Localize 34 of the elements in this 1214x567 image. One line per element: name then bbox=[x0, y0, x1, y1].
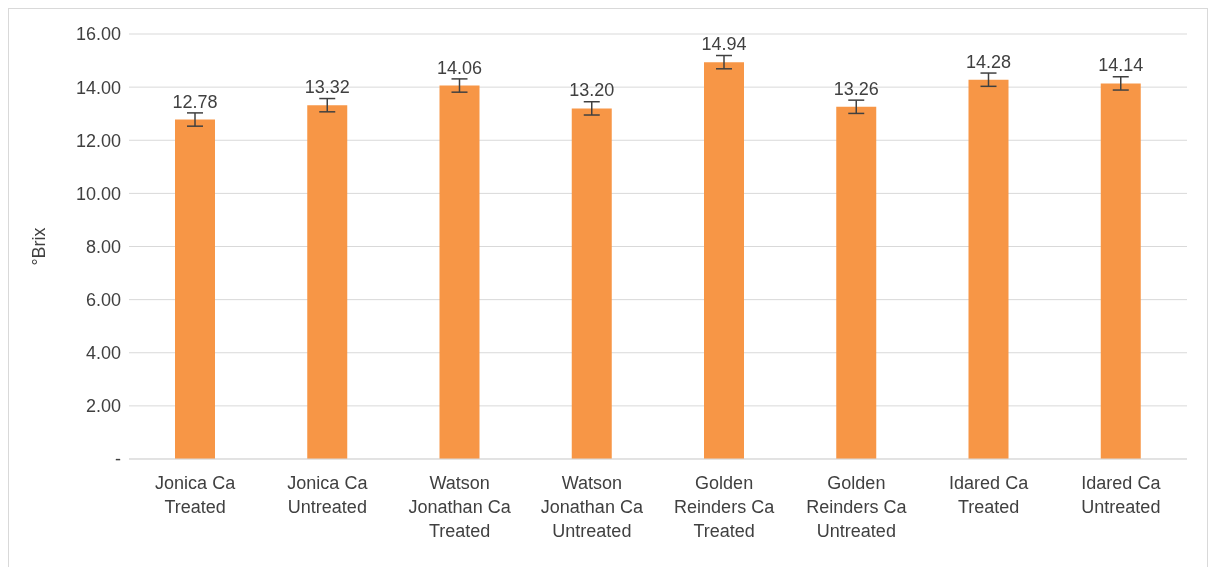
data-label: 13.20 bbox=[569, 80, 615, 101]
bar bbox=[836, 106, 877, 459]
bar bbox=[175, 119, 215, 459]
x-tick-label: Golden Reinders Ca Untreated bbox=[806, 473, 908, 541]
x-tick-label: Watson Jonathan Ca Untreated bbox=[540, 473, 644, 541]
x-tick-label: Idared Ca Treated bbox=[949, 473, 1030, 517]
x-tick-label: Jonica Ca Treated bbox=[155, 473, 237, 517]
data-label: 14.06 bbox=[436, 57, 483, 78]
y-tick-label: 14.00 bbox=[75, 77, 121, 98]
bar bbox=[1100, 83, 1141, 459]
y-tick-label: 12.00 bbox=[75, 130, 121, 151]
y-tick-label: 4.00 bbox=[85, 343, 121, 364]
y-tick-label: 10.00 bbox=[75, 183, 121, 204]
bar bbox=[571, 108, 612, 459]
x-tick-label: Idared Ca Untreated bbox=[1081, 473, 1162, 517]
y-tick-label: 2.00 bbox=[85, 396, 121, 417]
x-tick-label: Watson Jonathan Ca Treated bbox=[408, 473, 512, 541]
y-tick-label: 6.00 bbox=[85, 290, 121, 311]
data-label: 13.26 bbox=[833, 78, 879, 99]
y-tick-label: - bbox=[115, 449, 121, 470]
data-label: 12.78 bbox=[172, 91, 218, 112]
x-tick-label: Golden Reinders Ca Treated bbox=[674, 473, 776, 541]
y-tick-label: 8.00 bbox=[85, 236, 121, 257]
bar bbox=[307, 105, 348, 459]
y-axis-title: °Brix bbox=[29, 227, 50, 266]
x-tick-label: Jonica Ca Untreated bbox=[287, 473, 369, 517]
bar bbox=[704, 62, 744, 459]
data-label: 14.14 bbox=[1098, 55, 1144, 76]
y-tick-label: 16.00 bbox=[75, 24, 121, 45]
bar bbox=[439, 85, 480, 459]
data-label: 13.32 bbox=[304, 77, 350, 98]
bar bbox=[968, 79, 1009, 459]
data-label: 14.28 bbox=[965, 51, 1012, 72]
data-label: 14.94 bbox=[701, 34, 747, 55]
